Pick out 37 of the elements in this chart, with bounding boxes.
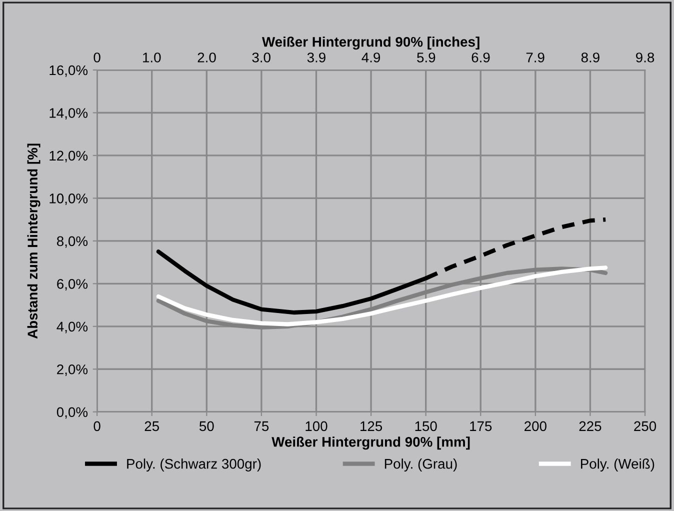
y-tick-label: 2,0% xyxy=(57,364,88,376)
x-tick-label: 100 xyxy=(306,421,328,432)
x2-tick-label: 0 xyxy=(94,52,100,62)
x-tick-label: 25 xyxy=(144,421,159,432)
x-tick-label: 125 xyxy=(360,421,382,432)
x2-tick-label: 8.9 xyxy=(581,52,600,62)
y-tick-label: 4,0% xyxy=(56,322,88,334)
x2-tick-label: 6.9 xyxy=(472,52,490,62)
y-tick-label: 8,0% xyxy=(56,236,88,248)
y-tick-label: 14,0% xyxy=(50,108,88,120)
y-tick-label: 10,0% xyxy=(50,194,88,206)
x-tick-label: 75 xyxy=(254,421,269,432)
legend-label: Poly. (Schwarz 300gr) xyxy=(127,458,261,472)
x2-tick-label: 1.0 xyxy=(143,52,161,62)
x-tick-label: 200 xyxy=(524,421,546,432)
x2-tick-label: 2.0 xyxy=(198,52,216,62)
y-tick-label: 12,0% xyxy=(50,150,88,162)
x2-tick-label: 3.9 xyxy=(307,52,326,62)
y-axis-title: Abstand zum Hintergrund [%] xyxy=(27,144,40,339)
y-tick-label: 6,0% xyxy=(57,279,88,290)
x-tick-label: 225 xyxy=(579,421,602,432)
y-tick-label: 0,0% xyxy=(56,407,88,419)
x2-axis-title: Weißer Hintergrund 90% [inches] xyxy=(262,36,480,50)
x-axis-title: Weißer Hintergrund 90% [mm] xyxy=(272,436,470,450)
legend-label: Poly. (Grau) xyxy=(384,458,457,472)
x-tick-label: 50 xyxy=(199,421,214,432)
x-tick-label: 0 xyxy=(94,421,100,432)
x2-tick-label: 7.9 xyxy=(526,52,544,62)
y-tick-label: 16,0% xyxy=(50,65,88,77)
x2-tick-label: 9.8 xyxy=(636,52,654,62)
x2-tick-label: 4.9 xyxy=(362,52,380,62)
x-tick-label: 150 xyxy=(415,421,437,432)
x-tick-label: 175 xyxy=(470,421,492,432)
legend-label: Poly. (Weiß) xyxy=(580,458,654,472)
x2-tick-label: 3.0 xyxy=(252,52,270,62)
x-tick-label: 250 xyxy=(634,421,656,432)
x2-tick-label: 5.9 xyxy=(417,52,436,62)
